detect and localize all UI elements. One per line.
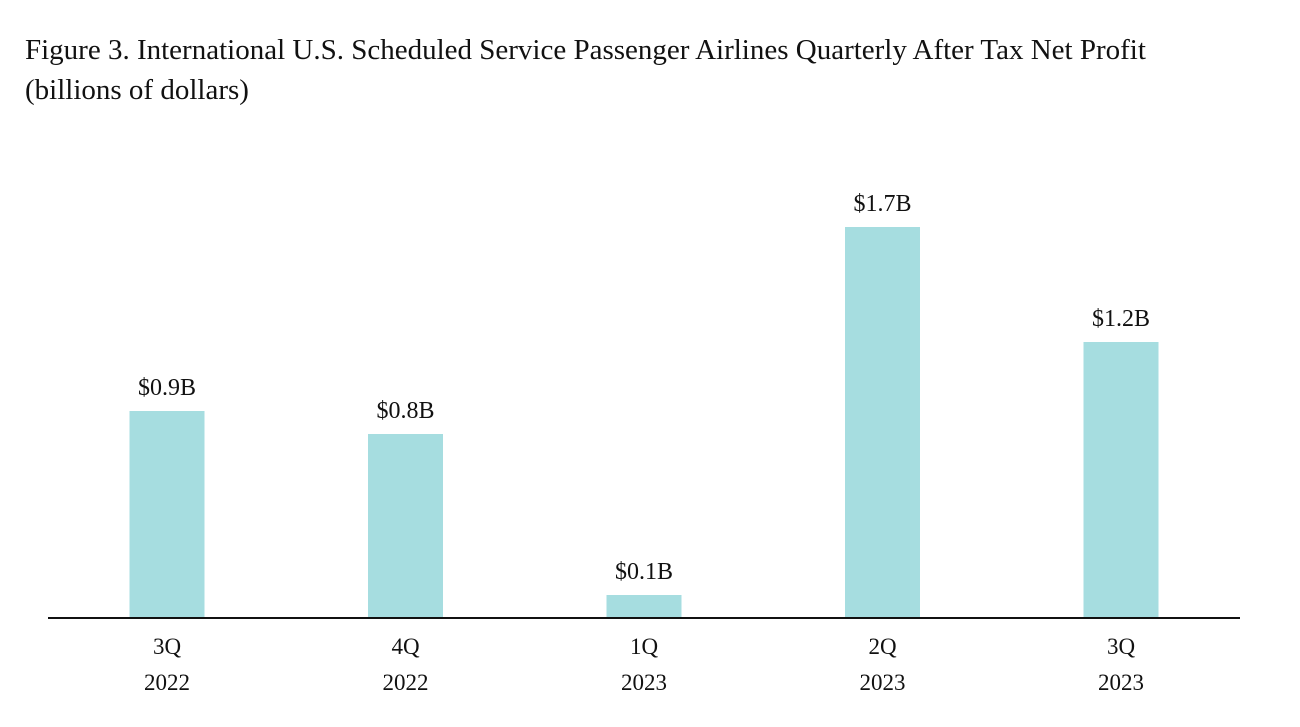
bar-1 bbox=[129, 411, 205, 618]
x-tick-year-5: 2023 bbox=[1098, 670, 1144, 695]
x-tick-quarter-3: 1Q bbox=[630, 634, 659, 659]
x-tick-year-1: 2022 bbox=[144, 670, 190, 695]
x-tick-quarter-5: 3Q bbox=[1107, 634, 1136, 659]
x-tick-year-3: 2023 bbox=[621, 670, 667, 695]
labels-layer: $0.9B 3Q 2022 $0.8B 4Q 2022 $0.1B 1Q 2023 $1.7B 2Q… bbox=[138, 191, 1150, 695]
bars-layer bbox=[129, 227, 1159, 618]
data-label-1: $0.9B bbox=[138, 375, 196, 401]
data-label-5: $1.2B bbox=[1092, 306, 1150, 332]
x-tick-quarter-1: 3Q bbox=[153, 634, 182, 659]
bar-5 bbox=[1083, 342, 1159, 618]
bar-2 bbox=[368, 434, 443, 618]
bar-4 bbox=[845, 227, 920, 618]
data-label-2: $0.8B bbox=[376, 398, 434, 424]
x-tick-year-4: 2023 bbox=[860, 670, 906, 695]
chart-title: Figure 3. International U.S. Scheduled S… bbox=[25, 30, 1290, 110]
data-label-4: $1.7B bbox=[853, 191, 911, 217]
chart-subtitle: (billions of dollars) bbox=[25, 74, 249, 106]
x-tick-quarter-4: 2Q bbox=[868, 634, 897, 659]
x-tick-year-2: 2022 bbox=[383, 670, 429, 695]
bar-3 bbox=[606, 595, 682, 618]
x-tick-quarter-2: 4Q bbox=[391, 634, 420, 659]
chart-title-text: Figure 3. International U.S. Scheduled S… bbox=[25, 34, 1146, 66]
data-label-3: $0.1B bbox=[615, 559, 673, 585]
